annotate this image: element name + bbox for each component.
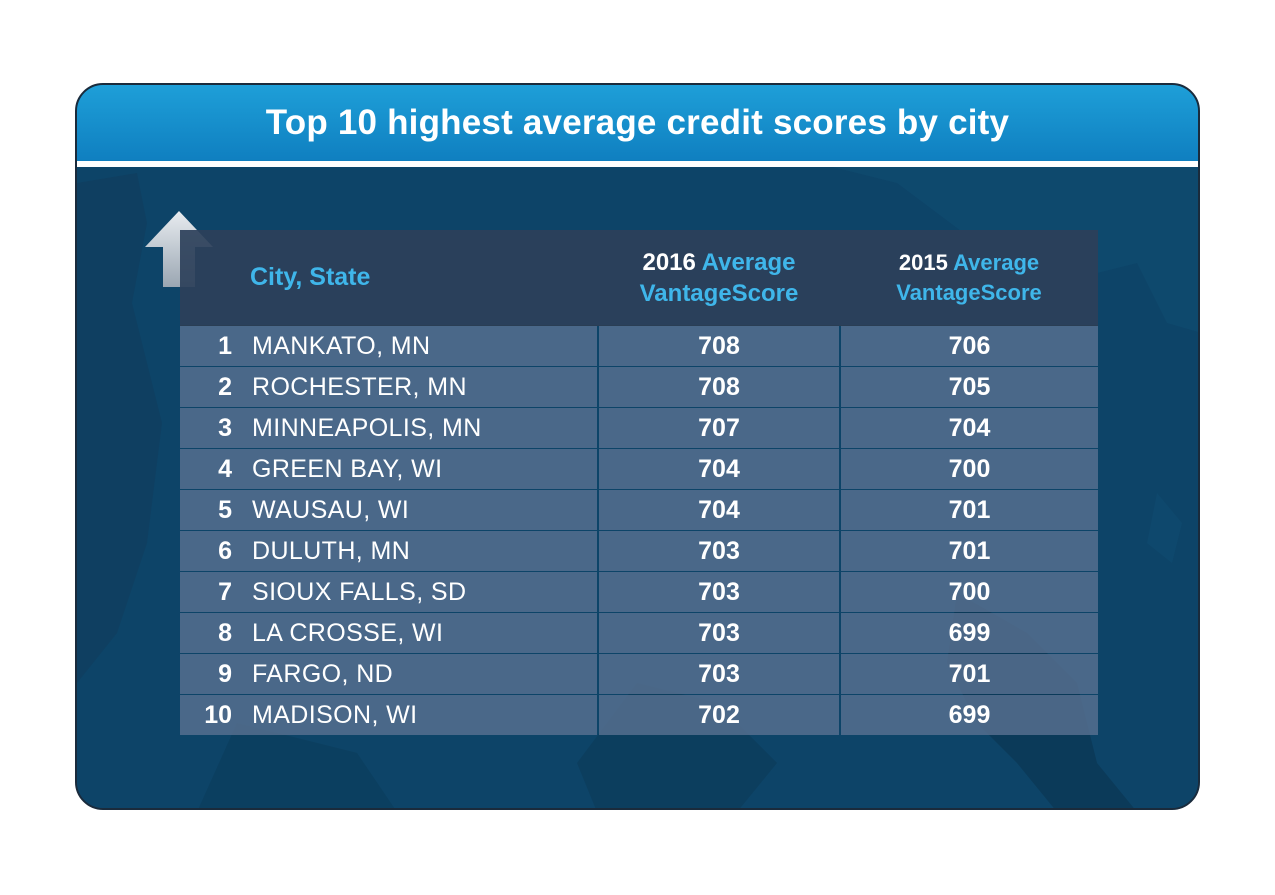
chart-title: Top 10 highest average credit scores by … <box>265 103 1010 142</box>
header-2015-label-line1: Average <box>953 249 1040 275</box>
score-2015-cell: 699 <box>841 695 1098 735</box>
score-2016-cell: 703 <box>599 531 839 571</box>
score-2016-cell: 703 <box>599 613 839 653</box>
score-2016-cell: 704 <box>599 449 839 489</box>
rank-cell: 6 <box>180 531 250 571</box>
score-2015-cell: 705 <box>841 367 1098 407</box>
table-row: 6 DULUTH, MN 703 701 <box>180 531 1098 571</box>
infographic-card: Top 10 highest average credit scores by … <box>75 83 1200 810</box>
header-2016-year: 2016 <box>642 248 696 276</box>
table-row: 3 MINNEAPOLIS, MN 707 704 <box>180 408 1098 448</box>
score-2015-cell: 701 <box>841 531 1098 571</box>
header-city-state: City, State <box>250 263 371 291</box>
rank-cell: 4 <box>180 449 250 489</box>
table-row: 10 MADISON, WI 702 699 <box>180 695 1098 735</box>
table-body: 1 MANKATO, MN 708 706 2 ROCHESTER, MN 70… <box>180 325 1098 735</box>
rank-cell: 2 <box>180 367 250 407</box>
rank-cell: 5 <box>180 490 250 530</box>
header-2016-label-line1: Average <box>701 248 796 276</box>
table-row: 2 ROCHESTER, MN 708 705 <box>180 367 1098 407</box>
table-row: 5 WAUSAU, WI 704 701 <box>180 490 1098 530</box>
city-cell: SIOUX FALLS, SD <box>250 572 597 612</box>
city-cell: ROCHESTER, MN <box>250 367 597 407</box>
header-2016-label-line2: VantageScore <box>639 279 799 307</box>
table-row: 7 SIOUX FALLS, SD 703 700 <box>180 572 1098 612</box>
header-2015-year: 2015 <box>898 249 948 275</box>
title-bar: Top 10 highest average credit scores by … <box>77 85 1198 161</box>
rank-cell: 10 <box>180 695 250 735</box>
rank-cell: 7 <box>180 572 250 612</box>
city-cell: FARGO, ND <box>250 654 597 694</box>
score-2016-cell: 708 <box>599 367 839 407</box>
score-2016-cell: 708 <box>599 326 839 366</box>
rank-cell: 9 <box>180 654 250 694</box>
score-2015-cell: 701 <box>841 654 1098 694</box>
score-2016-cell: 707 <box>599 408 839 448</box>
table-row: 1 MANKATO, MN 708 706 <box>180 326 1098 366</box>
header-2016-score: 2016 Average VantageScore <box>598 247 840 309</box>
score-table: City, State 2016 Average VantageScore 20… <box>180 230 1098 735</box>
table-row: 9 FARGO, ND 703 701 <box>180 654 1098 694</box>
city-cell: MINNEAPOLIS, MN <box>250 408 597 448</box>
score-2016-cell: 703 <box>599 654 839 694</box>
score-2015-cell: 706 <box>841 326 1098 366</box>
table-header: City, State 2016 Average VantageScore 20… <box>180 230 1098 325</box>
header-2015-score: 2015 Average VantageScore <box>840 248 1098 308</box>
score-2015-cell: 701 <box>841 490 1098 530</box>
rank-cell: 8 <box>180 613 250 653</box>
score-2016-cell: 703 <box>599 572 839 612</box>
city-cell: MANKATO, MN <box>250 326 597 366</box>
score-2015-cell: 699 <box>841 613 1098 653</box>
city-cell: GREEN BAY, WI <box>250 449 597 489</box>
score-2016-cell: 702 <box>599 695 839 735</box>
rank-cell: 1 <box>180 326 250 366</box>
header-2015-label-line2: VantageScore <box>896 279 1042 305</box>
score-2015-cell: 700 <box>841 572 1098 612</box>
score-2015-cell: 704 <box>841 408 1098 448</box>
city-cell: LA CROSSE, WI <box>250 613 597 653</box>
city-cell: MADISON, WI <box>250 695 597 735</box>
score-2016-cell: 704 <box>599 490 839 530</box>
title-divider <box>77 161 1198 167</box>
table-row: 4 GREEN BAY, WI 704 700 <box>180 449 1098 489</box>
table-row: 8 LA CROSSE, WI 703 699 <box>180 613 1098 653</box>
rank-cell: 3 <box>180 408 250 448</box>
score-2015-cell: 700 <box>841 449 1098 489</box>
city-cell: WAUSAU, WI <box>250 490 597 530</box>
city-cell: DULUTH, MN <box>250 531 597 571</box>
